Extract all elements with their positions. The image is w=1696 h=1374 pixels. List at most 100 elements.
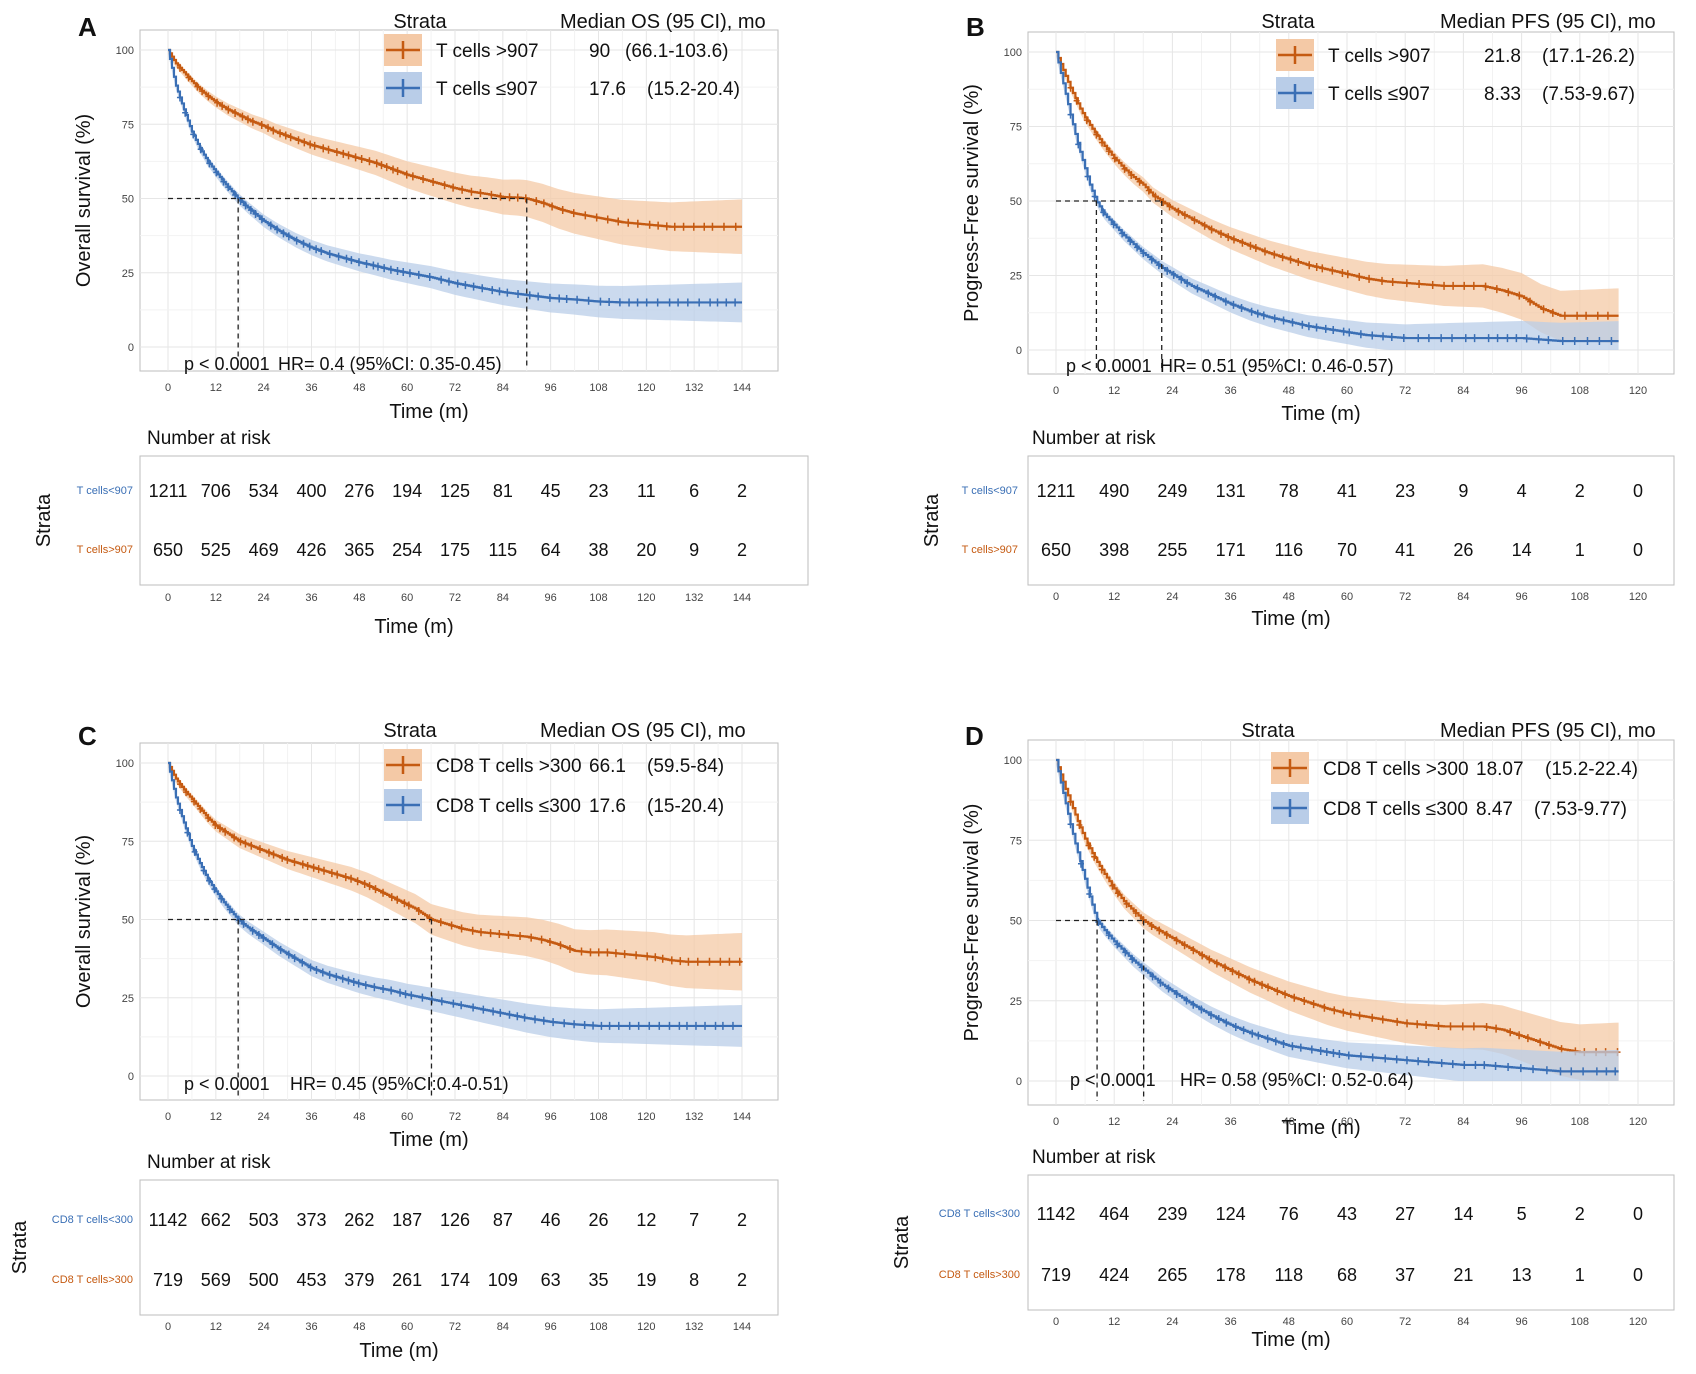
risk-count: 6 [689, 481, 699, 501]
censor-mark [655, 221, 662, 230]
censor-mark [1482, 282, 1489, 291]
censor-mark [185, 73, 192, 82]
censor-mark [1535, 335, 1542, 344]
y-axis-title: Progress-Free survival (%) [961, 804, 983, 1042]
censor-mark [373, 159, 380, 168]
censor-mark [260, 934, 267, 943]
censor-mark [291, 858, 298, 867]
censor-mark [604, 948, 611, 957]
x-tick-label: 0 [1053, 1116, 1059, 1128]
censor-mark [1557, 1067, 1564, 1076]
risk-x-tick-label: 36 [305, 592, 317, 604]
censor-mark [340, 149, 347, 158]
series-low [168, 48, 742, 323]
censor-mark [270, 850, 277, 859]
censor-mark [1471, 334, 1478, 343]
risk-count: 38 [588, 540, 608, 560]
y-tick-label: 75 [122, 119, 134, 131]
censor-mark [677, 957, 684, 966]
p-value: p < 0.0001 [1070, 1070, 1156, 1090]
risk-x-tick-label: 120 [1629, 591, 1647, 603]
censor-mark [366, 157, 373, 166]
x-tick-label: 48 [1283, 1116, 1295, 1128]
censor-mark [1313, 263, 1320, 272]
censor-mark [362, 981, 369, 990]
censor-mark [1239, 238, 1246, 247]
risk-count: 2 [737, 481, 747, 501]
risk-count: 2 [737, 540, 747, 560]
risk-x-tick-label: 72 [1399, 591, 1411, 603]
censor-mark [226, 905, 233, 914]
legend-median: 90 [589, 41, 610, 62]
x-tick-label: 48 [353, 382, 365, 394]
censor-mark [1261, 247, 1268, 256]
censor-mark [1306, 261, 1313, 270]
censor-mark [732, 298, 739, 307]
legend-metric-header: Median OS (95 CI), mo [540, 720, 746, 742]
censor-mark [643, 298, 650, 307]
censor-mark [1382, 1054, 1389, 1063]
censor-mark [480, 1005, 487, 1014]
censor-mark [1317, 1046, 1324, 1055]
censor-mark [1494, 334, 1501, 343]
censor-mark [676, 1021, 683, 1030]
censor-mark [206, 159, 213, 168]
risk-x-tick-label: 60 [1341, 591, 1353, 603]
censor-mark [282, 131, 289, 140]
censor-mark [454, 279, 461, 288]
x-tick-label: 84 [497, 382, 509, 394]
censor-mark [313, 245, 320, 254]
censor-mark [1145, 186, 1152, 195]
y-tick-label: 100 [116, 45, 134, 57]
censor-mark [489, 286, 496, 295]
censor-mark [1404, 1019, 1411, 1028]
risk-count: 490 [1099, 481, 1129, 501]
risk-x-tick-label: 0 [165, 592, 171, 604]
censor-mark [563, 294, 570, 303]
legend-item-high: CD8 T cells >300 18.07 (15.2-22.4) [1271, 752, 1638, 784]
censor-mark [1571, 337, 1578, 346]
series-high [168, 761, 743, 991]
x-tick-label: 24 [1166, 385, 1178, 397]
censor-mark [1272, 1037, 1279, 1046]
censor-mark [1208, 225, 1215, 234]
censor-mark [1264, 1034, 1271, 1043]
ci-band [1056, 52, 1619, 344]
risk-x-tick-label: 84 [497, 1321, 509, 1333]
censor-mark [496, 287, 503, 296]
censor-mark [394, 266, 401, 275]
censor-mark [616, 298, 623, 307]
censor-mark [256, 845, 263, 854]
censor-mark [1549, 308, 1556, 317]
censor-mark [1485, 334, 1492, 343]
panel-label: B [966, 12, 985, 42]
risk-count: 13 [1512, 1265, 1532, 1285]
censor-mark [675, 298, 682, 307]
censor-mark [1301, 997, 1308, 1006]
censor-mark [1344, 270, 1351, 279]
x-tick-label: 36 [1224, 1116, 1236, 1128]
censor-mark [1331, 1006, 1338, 1015]
legend-strata-header: Strata [383, 720, 437, 742]
censor-mark [1530, 1065, 1537, 1074]
censor-mark [1295, 258, 1302, 267]
censor-mark [406, 269, 413, 278]
y-axis-title: Overall survival (%) [73, 835, 95, 1008]
censor-mark [1099, 138, 1106, 147]
y-tick-label: 50 [122, 915, 134, 927]
censor-mark [1462, 334, 1469, 343]
censor-mark [626, 298, 633, 307]
censor-mark [1175, 207, 1182, 216]
legend-strata-header: Strata [393, 11, 447, 33]
censor-mark [590, 1021, 597, 1030]
censor-mark [690, 222, 697, 231]
y-tick-label: 100 [116, 758, 134, 770]
series-high [1056, 50, 1619, 344]
legend-median: 8.33 [1484, 84, 1521, 105]
censor-mark [450, 183, 457, 192]
censor-mark [496, 930, 503, 939]
censor-mark [1222, 963, 1229, 972]
legend-median: 21.8 [1484, 46, 1521, 67]
censor-mark [462, 281, 469, 290]
risk-count: 11 [637, 481, 656, 501]
